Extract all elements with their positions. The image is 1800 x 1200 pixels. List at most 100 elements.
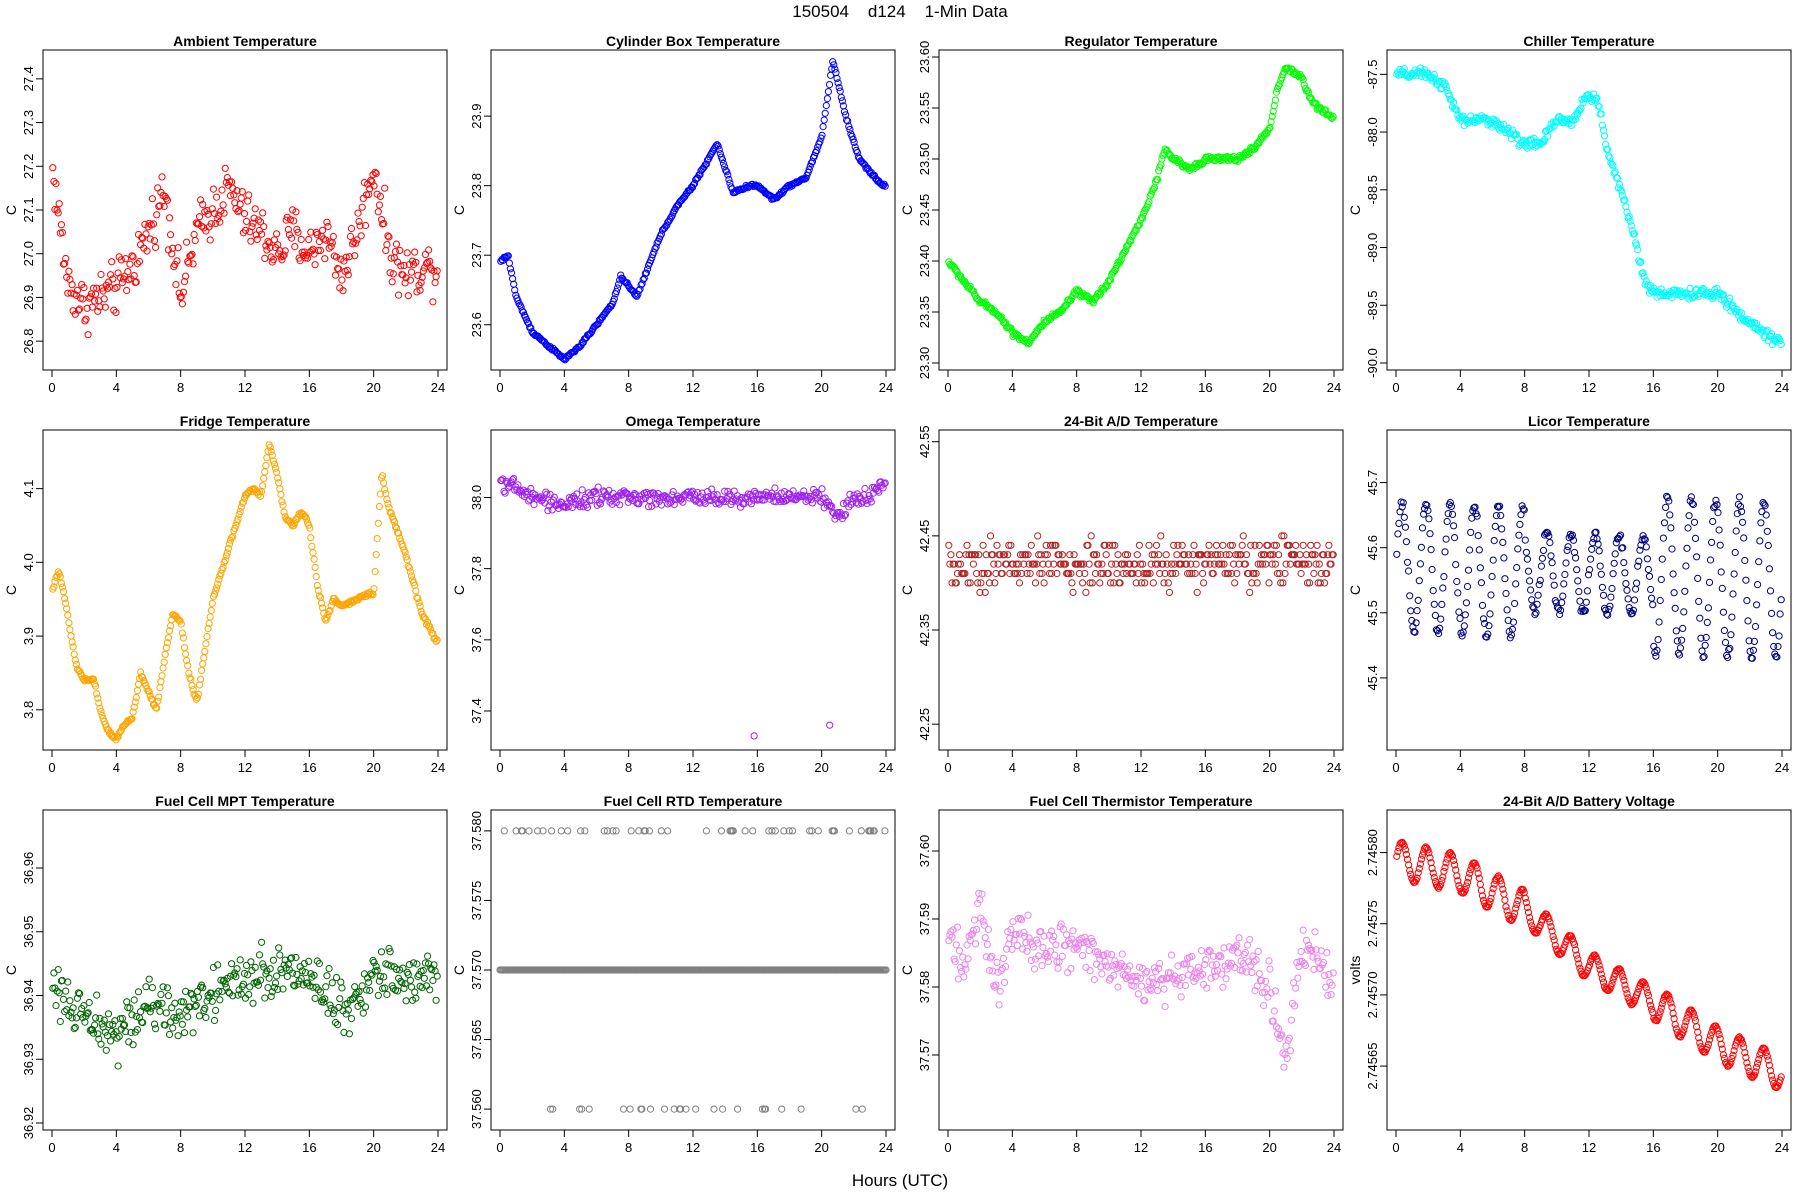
data-point (1161, 569, 1169, 578)
data-point (543, 341, 551, 349)
y-tick-label: 23.55 (917, 92, 932, 125)
data-point (128, 715, 136, 723)
data-point (1535, 581, 1543, 589)
data-point (1742, 576, 1750, 584)
data-point (1600, 132, 1609, 140)
data-point (1277, 579, 1285, 587)
data-point (266, 443, 274, 451)
data-point (1535, 139, 1543, 147)
data-point (173, 257, 181, 265)
data-point (292, 208, 300, 216)
data-point (308, 973, 316, 981)
data-point (1617, 186, 1625, 194)
data-point (1286, 560, 1295, 568)
data-point (234, 991, 242, 999)
data-point (1135, 541, 1144, 549)
data-point (1725, 646, 1733, 654)
data-point (129, 708, 137, 716)
data-point (1441, 79, 1449, 87)
data-point (1532, 609, 1540, 617)
data-point (1117, 256, 1125, 264)
data-point (1156, 569, 1164, 578)
data-point (1670, 589, 1678, 597)
data-point (1086, 579, 1094, 587)
y-tick-label: 42.55 (917, 425, 932, 458)
data-point (548, 827, 556, 835)
data-point (397, 262, 405, 270)
y-tick-label: 23.40 (917, 245, 932, 278)
data-point (407, 268, 416, 276)
data-point (1537, 562, 1546, 570)
data-point (1736, 502, 1745, 511)
data-point (1084, 541, 1092, 549)
data-point (692, 176, 700, 184)
data-point (1006, 569, 1014, 578)
data-point (1135, 221, 1144, 229)
data-point (1643, 555, 1652, 563)
data-point (319, 604, 327, 612)
data-point (662, 222, 670, 230)
x-tick-label: 24 (1327, 1140, 1341, 1155)
data-point (1139, 214, 1147, 222)
data-point (657, 827, 665, 835)
x-tick-label: 8 (1521, 760, 1528, 775)
data-point (1134, 990, 1142, 998)
data-point (1654, 636, 1662, 644)
data-point (955, 551, 964, 559)
data-point (1165, 150, 1174, 158)
data-point (984, 925, 993, 934)
data-point (508, 275, 517, 283)
y-tick-label: 23.30 (917, 347, 932, 380)
x-tick-label: 12 (238, 1140, 252, 1155)
data-point (1581, 607, 1589, 615)
data-point (1720, 626, 1729, 635)
data-point (387, 962, 395, 970)
data-point (270, 460, 278, 468)
data-point (1665, 497, 1673, 505)
data-point (145, 219, 153, 227)
data-point (1091, 569, 1100, 578)
data-point (1058, 551, 1066, 559)
data-point (197, 196, 205, 204)
data-point (881, 827, 889, 835)
data-point (265, 974, 273, 982)
data-point (1066, 551, 1074, 559)
data-point (1726, 294, 1734, 302)
data-point (273, 468, 281, 476)
data-point (199, 984, 207, 992)
data-point (1763, 527, 1771, 535)
x-tick-label: 24 (1327, 760, 1341, 775)
x-tick-label: 4 (1009, 380, 1016, 395)
data-point (1275, 551, 1283, 559)
y-tick-label: 37.58 (917, 971, 932, 1004)
data-point (855, 492, 864, 500)
data-point (1265, 125, 1273, 133)
data-point (1657, 1004, 1665, 1012)
data-point (1157, 532, 1165, 540)
data-point (1267, 118, 1275, 126)
data-points (49, 938, 441, 1070)
data-point (762, 1105, 770, 1113)
chart-title: Chiller Temperature (1523, 33, 1654, 49)
data-point (1279, 579, 1287, 587)
data-point (261, 254, 269, 262)
data-point (1574, 577, 1582, 585)
data-point (98, 1020, 106, 1028)
data-point (1524, 567, 1533, 575)
data-point (1039, 943, 1047, 952)
data-point (288, 954, 296, 962)
data-point (1530, 134, 1538, 142)
data-point (838, 97, 847, 105)
data-point (1020, 560, 1028, 568)
data-point (672, 203, 681, 211)
data-point (1621, 569, 1629, 577)
data-point (255, 951, 264, 959)
data-point (162, 1009, 170, 1017)
data-point (1309, 953, 1317, 961)
data-point (1023, 569, 1031, 578)
data-point (1483, 633, 1491, 641)
data-point (1109, 541, 1117, 549)
data-point (240, 969, 249, 978)
